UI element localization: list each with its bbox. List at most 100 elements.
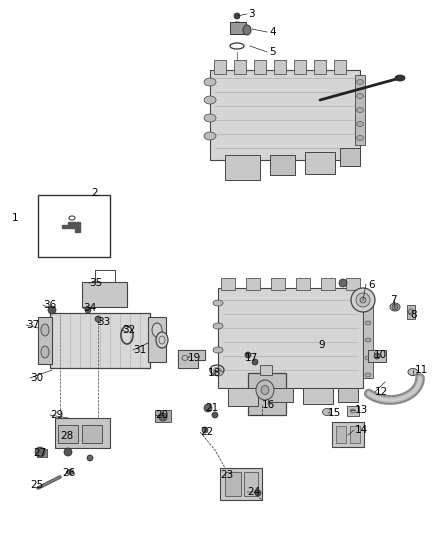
Text: 9: 9 — [318, 340, 325, 350]
Text: 1: 1 — [11, 213, 18, 223]
Ellipse shape — [408, 368, 418, 376]
Circle shape — [374, 353, 380, 359]
Ellipse shape — [41, 346, 49, 358]
Text: 26: 26 — [62, 468, 75, 478]
Text: 31: 31 — [133, 345, 146, 355]
Circle shape — [202, 427, 208, 433]
Bar — [407, 305, 415, 319]
Bar — [225, 472, 241, 496]
Ellipse shape — [350, 409, 356, 413]
Text: 17: 17 — [245, 353, 258, 363]
Circle shape — [64, 448, 72, 456]
Circle shape — [35, 447, 45, 457]
Polygon shape — [62, 222, 80, 232]
Bar — [332, 422, 364, 447]
Text: 10: 10 — [374, 350, 387, 360]
Bar — [37, 449, 47, 457]
Circle shape — [212, 412, 218, 418]
Bar — [228, 388, 258, 406]
Text: 18: 18 — [208, 368, 221, 378]
Bar — [248, 373, 286, 415]
Circle shape — [85, 307, 91, 313]
Text: 2: 2 — [92, 188, 98, 198]
Text: 23: 23 — [220, 470, 233, 480]
Ellipse shape — [365, 304, 371, 308]
Ellipse shape — [41, 324, 49, 336]
Bar — [303, 388, 333, 404]
Bar — [38, 317, 52, 364]
Ellipse shape — [357, 79, 364, 85]
Bar — [334, 60, 346, 74]
Bar — [314, 60, 326, 74]
Text: 29: 29 — [50, 410, 63, 420]
Circle shape — [48, 306, 56, 314]
Circle shape — [339, 279, 347, 287]
Ellipse shape — [360, 297, 366, 303]
Bar — [296, 278, 310, 290]
Text: 20: 20 — [155, 410, 168, 420]
Ellipse shape — [261, 385, 269, 394]
Text: 6: 6 — [368, 280, 374, 290]
Ellipse shape — [213, 300, 223, 306]
Ellipse shape — [365, 321, 371, 325]
Ellipse shape — [357, 108, 364, 112]
Circle shape — [87, 455, 93, 461]
Bar — [321, 278, 335, 290]
Bar — [346, 278, 360, 290]
Circle shape — [204, 404, 212, 412]
Circle shape — [245, 352, 251, 358]
Bar — [148, 317, 166, 362]
Ellipse shape — [365, 338, 371, 342]
Text: 30: 30 — [30, 373, 43, 383]
Text: 36: 36 — [43, 300, 56, 310]
Text: 11: 11 — [415, 365, 428, 375]
Ellipse shape — [156, 332, 168, 348]
Ellipse shape — [213, 370, 223, 376]
Text: 12: 12 — [375, 387, 388, 397]
Circle shape — [392, 304, 398, 310]
Text: 37: 37 — [26, 320, 39, 330]
Ellipse shape — [152, 323, 162, 337]
Ellipse shape — [256, 380, 274, 400]
Ellipse shape — [357, 93, 364, 99]
Bar — [214, 60, 226, 74]
Bar — [347, 406, 359, 416]
Bar — [58, 425, 78, 443]
Circle shape — [159, 413, 167, 421]
Bar — [230, 22, 246, 34]
Ellipse shape — [395, 75, 405, 81]
Text: 21: 21 — [205, 403, 218, 413]
Bar — [350, 426, 360, 443]
Ellipse shape — [390, 303, 400, 311]
Ellipse shape — [243, 25, 251, 35]
Circle shape — [234, 13, 240, 19]
Bar — [274, 60, 286, 74]
Ellipse shape — [409, 309, 413, 315]
Bar — [234, 60, 246, 74]
Text: 14: 14 — [355, 425, 368, 435]
Bar — [246, 278, 260, 290]
Text: 27: 27 — [33, 448, 46, 458]
Bar — [260, 365, 272, 375]
Ellipse shape — [356, 293, 370, 307]
Bar — [254, 60, 266, 74]
Text: 22: 22 — [200, 427, 213, 437]
Bar — [225, 155, 260, 180]
Bar — [221, 278, 235, 290]
Bar — [268, 388, 293, 402]
Circle shape — [252, 359, 258, 365]
Bar — [271, 278, 285, 290]
Bar — [294, 60, 306, 74]
Text: 24: 24 — [247, 487, 260, 497]
Ellipse shape — [204, 96, 216, 104]
Text: 13: 13 — [355, 405, 368, 415]
Text: 7: 7 — [390, 295, 397, 305]
Text: 35: 35 — [89, 278, 102, 288]
Bar — [155, 410, 171, 422]
Ellipse shape — [213, 323, 223, 329]
Bar — [270, 155, 295, 175]
Ellipse shape — [365, 356, 371, 360]
Ellipse shape — [204, 114, 216, 122]
Bar — [82, 425, 102, 443]
Text: 28: 28 — [60, 431, 73, 441]
